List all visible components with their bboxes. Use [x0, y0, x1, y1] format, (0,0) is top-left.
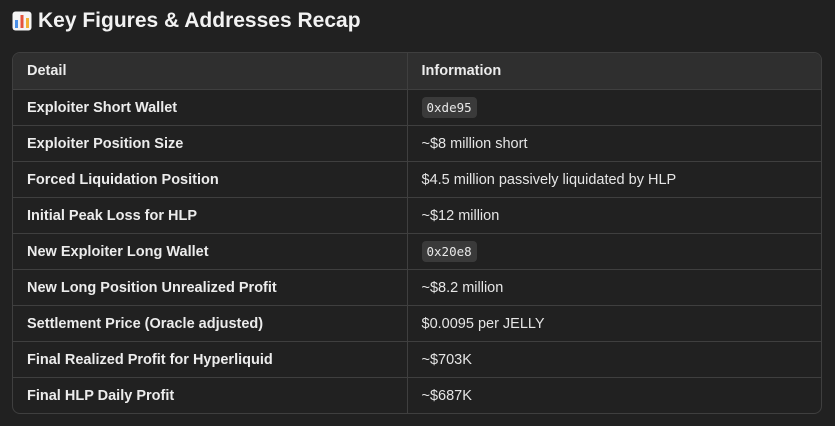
- row-information-cell: 0x20e8: [406, 233, 821, 270]
- section-heading-text: Key Figures & Addresses Recap: [38, 9, 361, 32]
- row-information-cell: $0.0095 per JELLY: [406, 305, 821, 342]
- table-row: Forced Liquidation Position $4.5 million …: [13, 161, 821, 198]
- table-row: Final HLP Daily Profit ~$687K: [13, 377, 821, 413]
- table-row: Final Realized Profit for Hyperliquid ~$7…: [13, 341, 821, 378]
- row-detail-label: Settlement Price (Oracle adjusted): [13, 305, 407, 342]
- row-information-cell: ~$703K: [406, 341, 821, 378]
- column-header-detail: Detail: [13, 53, 407, 90]
- column-header-information: Information: [406, 53, 821, 90]
- row-information-cell: ~$12 million: [406, 197, 821, 234]
- row-information-cell: 0xde95: [406, 89, 821, 126]
- row-detail-label: Exploiter Position Size: [13, 125, 407, 162]
- row-detail-label: Exploiter Short Wallet: [13, 89, 407, 126]
- wallet-address-code: 0xde95: [421, 96, 477, 118]
- row-information-cell: ~$8 million short: [406, 125, 821, 162]
- bar-chart-icon: [12, 11, 32, 31]
- row-detail-label: Forced Liquidation Position: [13, 161, 407, 198]
- row-detail-label: Final Realized Profit for Hyperliquid: [13, 341, 407, 378]
- table-row: Settlement Price (Oracle adjusted) $0.009…: [13, 305, 821, 342]
- row-information-cell: ~$8.2 million: [406, 269, 821, 306]
- table-row: Exploiter Short Wallet 0xde95: [13, 89, 821, 126]
- row-detail-label: New Long Position Unrealized Profit: [13, 269, 407, 306]
- row-information-cell: ~$687K: [406, 377, 821, 413]
- table-row: Initial Peak Loss for HLP ~$12 million: [13, 197, 821, 234]
- section-heading: Key Figures & Addresses Recap: [12, 6, 361, 36]
- table-header-row: Detail Information: [13, 53, 821, 90]
- table-row: Exploiter Position Size ~$8 million short: [13, 125, 821, 162]
- row-detail-label: Final HLP Daily Profit: [27, 387, 175, 404]
- row-detail-label: Initial Peak Loss for HLP: [13, 197, 407, 234]
- table-row: New Exploiter Long Wallet 0x20e8: [13, 233, 821, 270]
- table-row: New Long Position Unrealized Profit ~$8.2…: [13, 269, 821, 306]
- row-information-cell: $4.5 million passively liquidated by HLP: [406, 161, 821, 198]
- table-body: Exploiter Short Wallet 0xde95 Exploiter Po…: [13, 89, 821, 413]
- wallet-address-code: 0x20e8: [421, 240, 477, 262]
- recap-table: Detail Information Exploiter Short Walle…: [12, 52, 822, 414]
- row-detail-label: New Exploiter Long Wallet: [13, 233, 407, 270]
